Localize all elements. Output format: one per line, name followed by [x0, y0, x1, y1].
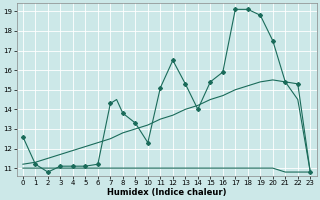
X-axis label: Humidex (Indice chaleur): Humidex (Indice chaleur) — [107, 188, 226, 197]
